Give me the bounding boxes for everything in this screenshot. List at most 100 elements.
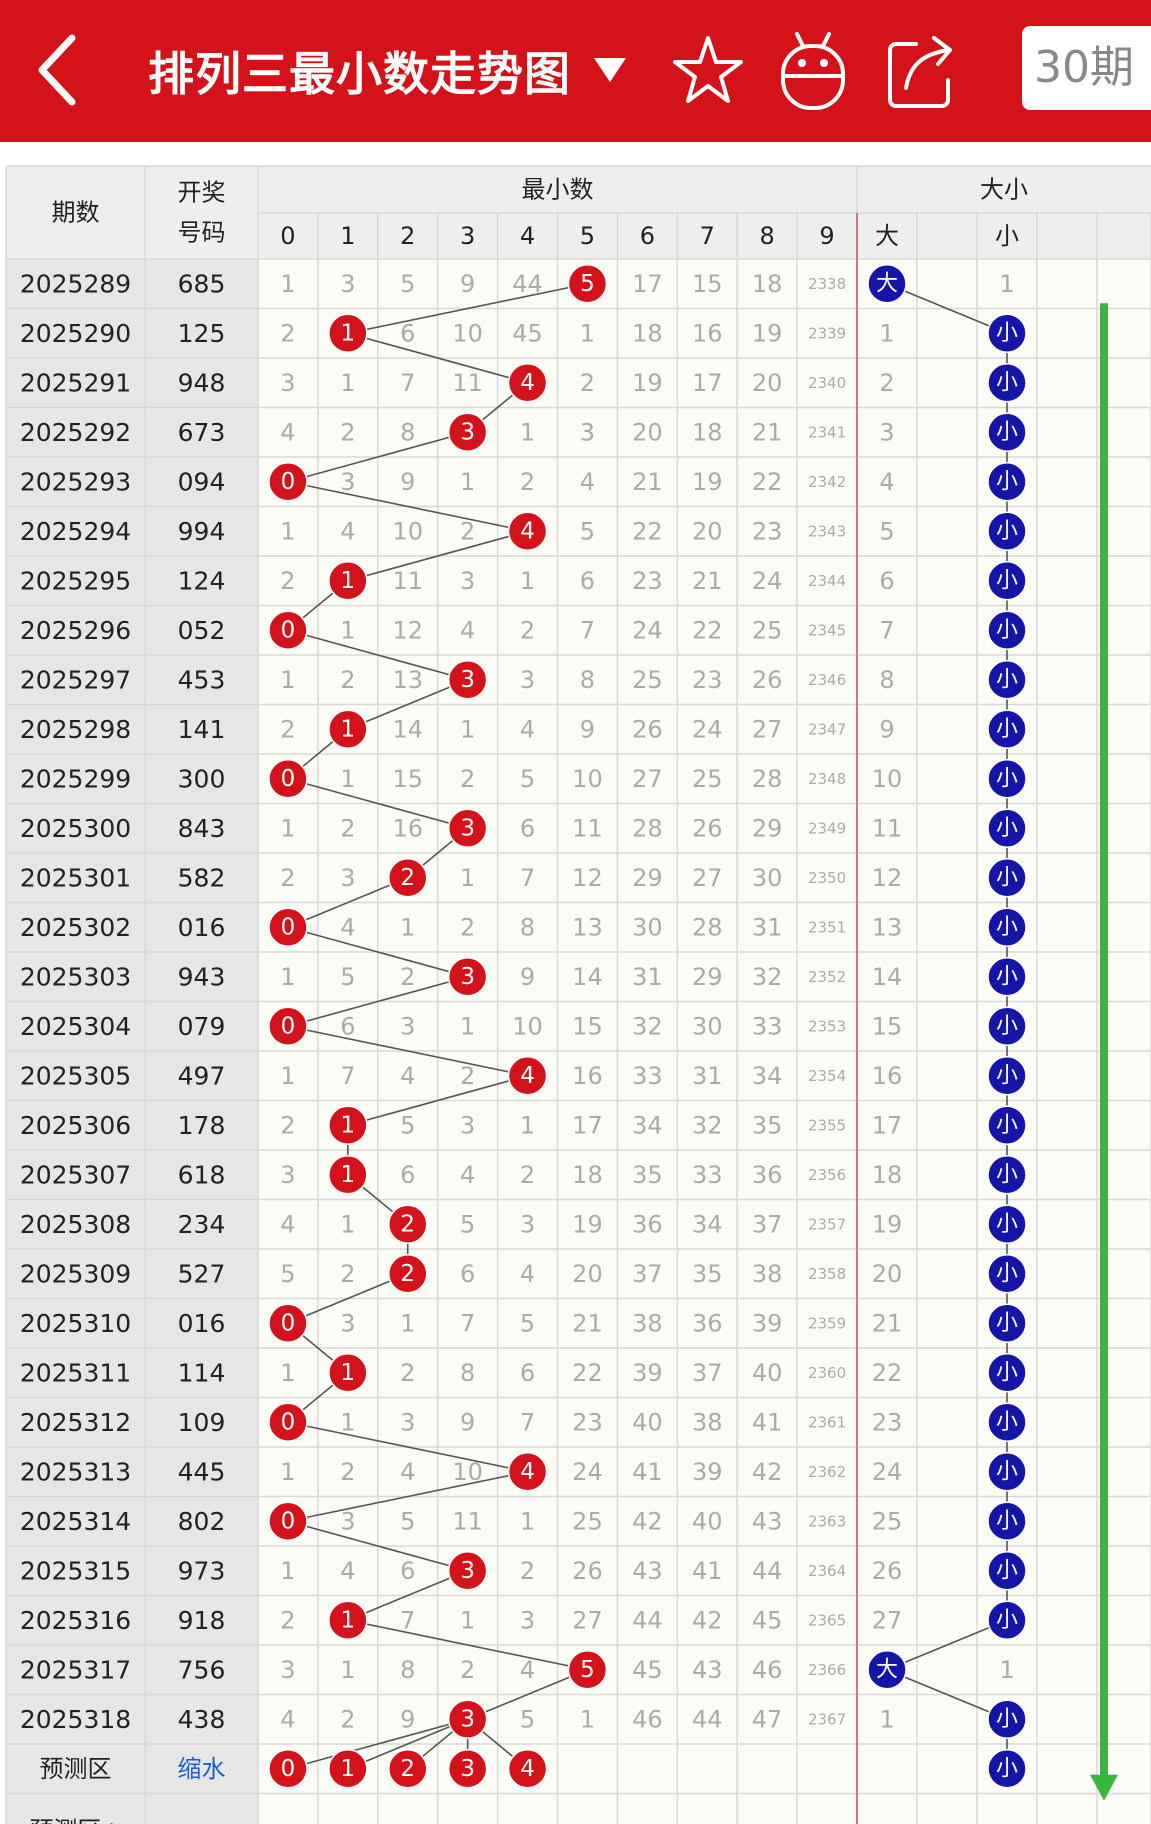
miss-count: 21 xyxy=(752,418,783,446)
miss-count: 2 xyxy=(460,765,475,793)
miss-count: 4 xyxy=(340,913,355,941)
row-period: 2025301 xyxy=(20,863,131,892)
small-ball xyxy=(987,1254,1027,1294)
min-ball xyxy=(567,264,608,304)
miss-count: 23 xyxy=(572,1408,603,1436)
predict-small-ball[interactable] xyxy=(987,1749,1027,1789)
row-period: 2025300 xyxy=(20,814,131,843)
miss-count: 2344 xyxy=(808,572,846,590)
miss-count: 35 xyxy=(752,1111,783,1139)
miss-count: 2352 xyxy=(808,968,846,986)
miss-count: 40 xyxy=(632,1408,663,1436)
miss-count: 2356 xyxy=(808,1166,846,1184)
row-number: 300 xyxy=(178,764,226,793)
miss-count: 46 xyxy=(632,1705,663,1733)
min-ball xyxy=(268,462,308,502)
robot-icon[interactable] xyxy=(775,28,851,112)
miss-count: 1 xyxy=(340,1210,355,1238)
min-ball-label: 0 xyxy=(281,1508,296,1534)
star-icon[interactable] xyxy=(670,28,746,112)
row-number: 918 xyxy=(178,1606,226,1635)
big-miss-count: 9 xyxy=(879,715,894,743)
miss-count: 33 xyxy=(752,1012,783,1040)
miss-count: 40 xyxy=(752,1359,783,1387)
min-ball-label: 0 xyxy=(281,469,296,495)
header-number-line2: 号码 xyxy=(178,219,226,247)
table-row: 2025315 973 1 4 6 3 2 26 43 41 44 2364 26 小 xyxy=(20,1551,1027,1591)
small-ball-label: 小 xyxy=(996,618,1018,643)
min-ball xyxy=(328,561,368,601)
big-miss-count: 2 xyxy=(879,369,894,397)
miss-count: 1 xyxy=(340,1656,355,1684)
miss-count: 5 xyxy=(520,765,535,793)
miss-count: 31 xyxy=(752,913,783,941)
table-row: 2025299 300 0 1 15 2 5 10 27 25 28 2348 10 小 xyxy=(20,759,1027,799)
table-row: 2025290 125 2 1 6 10 45 1 18 16 19 2339 1 小 xyxy=(20,313,1027,353)
min-ball-label: 3 xyxy=(460,964,475,990)
predict-ball[interactable] xyxy=(268,1749,308,1789)
min-ball xyxy=(268,1303,308,1343)
miss-count: 6 xyxy=(520,814,535,842)
min-ball xyxy=(268,1501,308,1541)
trend-line xyxy=(347,1619,588,1671)
small-ball xyxy=(987,907,1027,947)
miss-count: 11 xyxy=(452,1507,483,1535)
miss-count: 24 xyxy=(692,715,723,743)
miss-count: 2338 xyxy=(808,275,846,293)
small-ball xyxy=(987,1353,1027,1393)
table-row: 2025312 109 0 1 3 9 7 23 40 38 41 2361 23 小 xyxy=(20,1402,1027,1442)
row-number: 973 xyxy=(178,1556,226,1585)
small-ball xyxy=(987,412,1027,452)
trend-line xyxy=(347,1074,528,1127)
dropdown-triangle-icon[interactable] xyxy=(590,50,630,90)
row-period: 2025302 xyxy=(20,913,131,942)
big-miss-count: 19 xyxy=(872,1210,903,1238)
miss-count: 16 xyxy=(692,319,723,347)
miss-count: 2 xyxy=(280,864,295,892)
table-row: 2025316 918 2 1 7 1 3 27 44 42 45 2365 27 小 xyxy=(20,1600,1027,1640)
small-ball-label: 小 xyxy=(996,667,1018,692)
miss-count: 2351 xyxy=(808,918,846,936)
miss-count: 44 xyxy=(692,1705,723,1733)
miss-count: 3 xyxy=(340,864,355,892)
header-period: 期数 xyxy=(52,199,100,227)
big-miss-count: 1 xyxy=(879,319,894,347)
small-ball xyxy=(987,1006,1027,1046)
small-ball-label: 小 xyxy=(996,1212,1018,1237)
predict-ball[interactable] xyxy=(388,1749,428,1789)
table-row: 2025309 527 5 2 2 6 4 20 37 35 38 2358 20 小 xyxy=(20,1254,1027,1294)
row-number: 994 xyxy=(178,517,226,546)
miss-count: 18 xyxy=(752,270,783,298)
min-ball xyxy=(328,1600,368,1640)
back-icon[interactable] xyxy=(30,30,90,110)
predict-ball[interactable] xyxy=(447,1749,488,1789)
miss-count: 4 xyxy=(340,1557,355,1585)
miss-count: 20 xyxy=(692,517,723,545)
miss-count: 8 xyxy=(460,1359,475,1387)
predict-ball[interactable] xyxy=(328,1749,368,1789)
miss-count: 8 xyxy=(580,666,595,694)
miss-count: 38 xyxy=(692,1408,723,1436)
small-ball-label: 小 xyxy=(996,766,1018,791)
min-ball xyxy=(268,759,308,799)
miss-count: 6 xyxy=(520,1359,535,1387)
predict-ball[interactable] xyxy=(507,1749,548,1789)
miss-count: 8 xyxy=(400,1656,415,1684)
miss-count: 16 xyxy=(392,814,423,842)
miss-count: 4 xyxy=(460,616,475,644)
row-number: 948 xyxy=(178,368,226,397)
period-select[interactable]: 30期 xyxy=(1022,26,1151,110)
miss-count: 9 xyxy=(400,468,415,496)
miss-count: 42 xyxy=(692,1606,723,1634)
min-ball xyxy=(268,907,308,947)
miss-count: 1 xyxy=(400,913,415,941)
miss-count: 3 xyxy=(340,1309,355,1337)
min-ball xyxy=(507,363,548,403)
big-miss-count: 12 xyxy=(872,864,903,892)
miss-count: 32 xyxy=(692,1111,723,1139)
miss-count: 12 xyxy=(392,616,423,644)
miss-count: 1 xyxy=(280,517,295,545)
miss-count: 2364 xyxy=(808,1562,846,1580)
page-title[interactable]: 排列三最小数走势图 xyxy=(148,47,571,101)
share-icon[interactable] xyxy=(882,28,958,112)
